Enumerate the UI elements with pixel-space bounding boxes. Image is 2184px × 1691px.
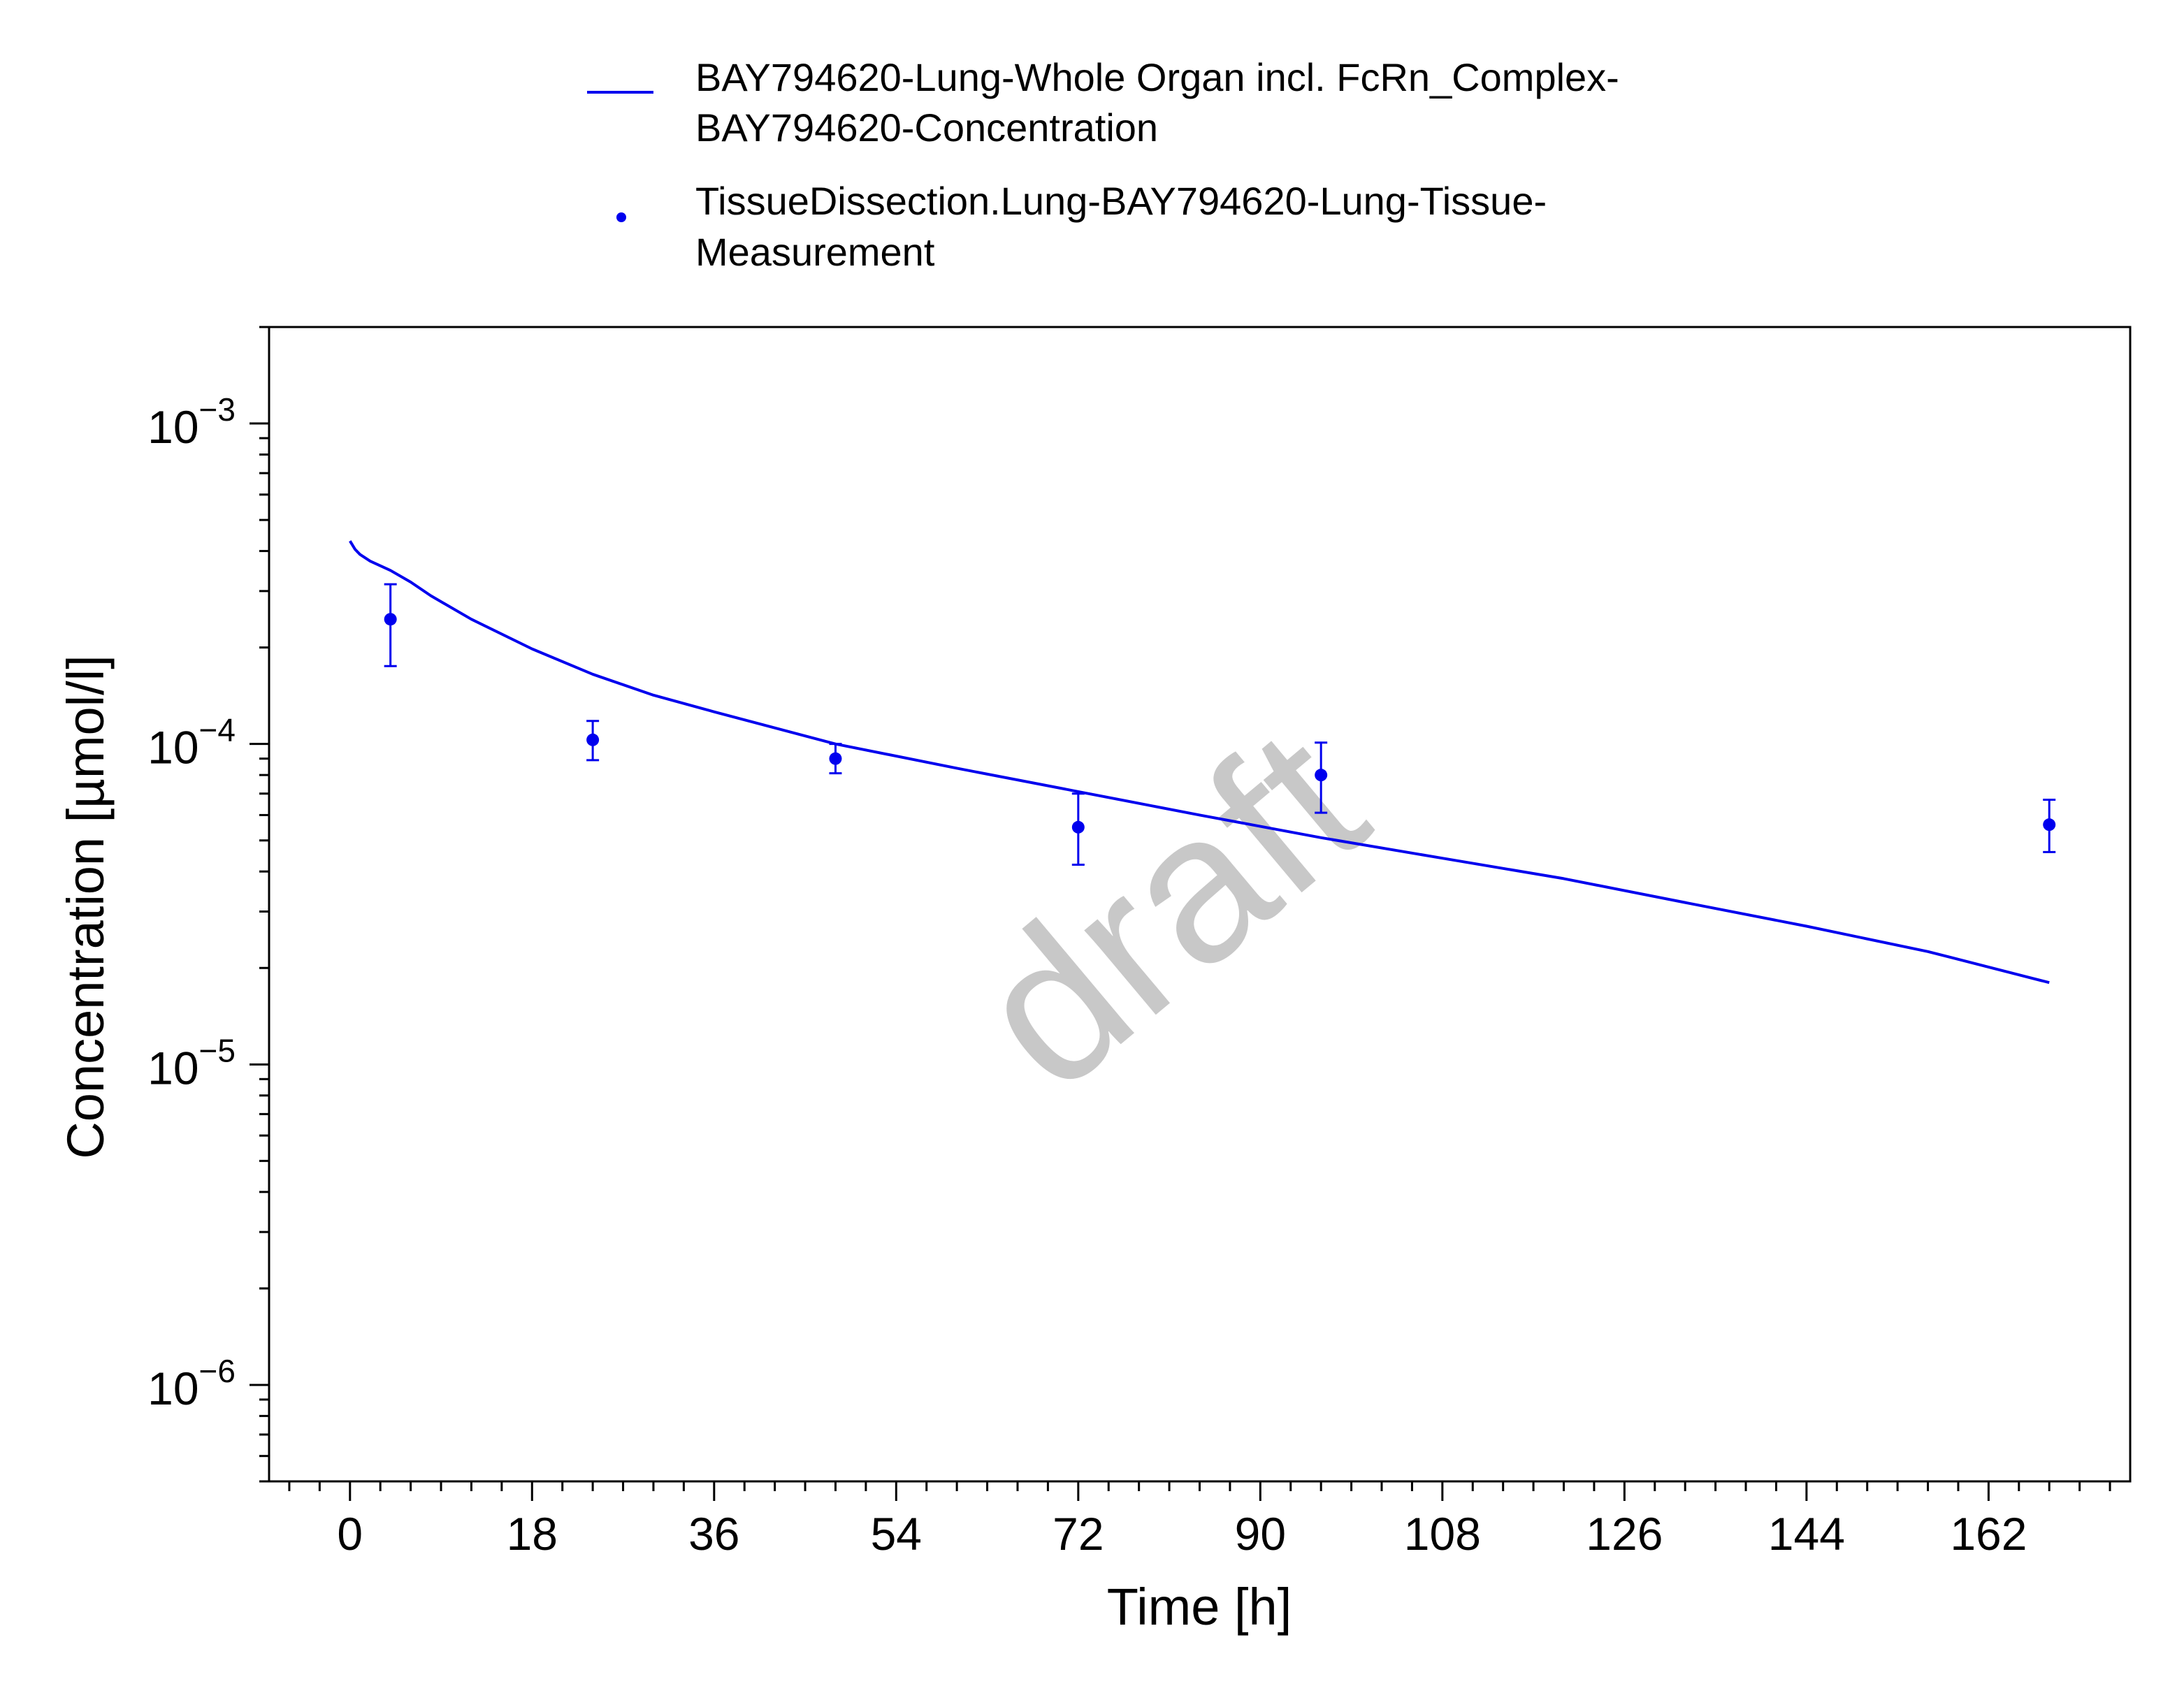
y-axis-title: Concentration [µmol/l] [57,655,115,1159]
x-tick-label: 18 [507,1508,558,1560]
x-tick-label: 90 [1235,1508,1286,1560]
legend: BAY794620-Lung-Whole Organ incl. FcRn_Co… [587,55,1619,274]
y-tick-label: 10−6 [147,1353,236,1414]
simulation-line [349,540,2050,985]
x-tick-label: 108 [1404,1508,1481,1560]
x-tick-label: 36 [688,1508,739,1560]
x-tick-label: 0 [337,1508,363,1560]
x-tick-label: 54 [871,1508,922,1560]
watermark: draft [933,683,1406,1133]
x-axis-title: Time [h] [1107,1578,1292,1636]
measurement-point [1315,769,1328,782]
legend-entry-line-1: BAY794620-Lung-Whole Organ incl. FcRn_Co… [695,55,1619,99]
x-tick-label: 126 [1586,1508,1663,1560]
x-tick-label: 144 [1768,1508,1845,1560]
legend-marker-swatch [616,212,626,222]
measurement-point [2043,818,2056,832]
y-axis-ticks: 10−6 10−5 10−4 10−3 [147,326,269,1483]
measurement-point [384,613,397,626]
measurement-point [829,752,842,765]
legend-entry-scatter-2: Measurement [695,230,935,274]
y-tick-label: 10−5 [147,1032,236,1094]
y-tick-label: 10−3 [147,391,236,453]
legend-entry-line-2: BAY794620-Concentration [695,106,1158,150]
x-tick-label: 72 [1053,1508,1104,1560]
measurement-point [1071,820,1085,834]
series-layer [349,540,2056,985]
x-tick-label: 162 [1950,1508,2027,1560]
x-axis-ticks: 0 18 36 54 72 90 108 126 144 162 [288,1481,2111,1560]
measurement-point [586,733,600,746]
y-tick-label: 10−4 [147,712,236,774]
legend-entry-scatter-1: TissueDissection.Lung-BAY794620-Lung-Tis… [695,179,1547,223]
